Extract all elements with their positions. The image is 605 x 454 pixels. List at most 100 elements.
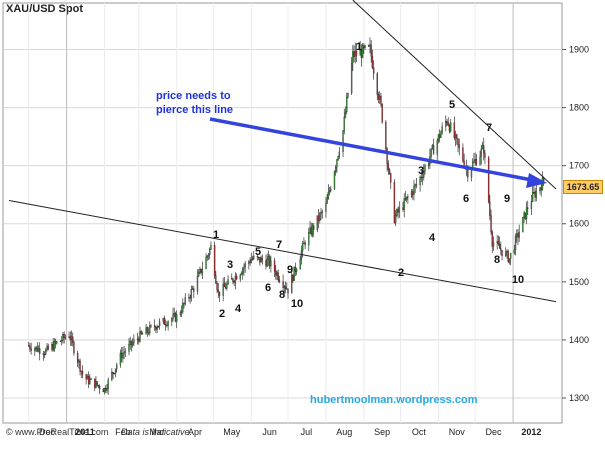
candle-body — [217, 289, 219, 292]
candle-body — [53, 341, 56, 351]
candle-body — [354, 50, 356, 57]
candle-body — [489, 201, 491, 216]
candle-body — [242, 268, 244, 274]
candle-body — [122, 353, 124, 359]
candle-body — [487, 157, 490, 202]
candle-body — [244, 263, 246, 268]
candle-body — [116, 364, 118, 369]
candle-body — [328, 190, 331, 193]
candle-body — [162, 318, 164, 322]
candle-body — [89, 379, 91, 384]
candle-body — [448, 125, 451, 132]
wave-label: 1 — [213, 229, 219, 241]
y-tick-label: 1300 — [569, 393, 589, 403]
candle-body — [30, 348, 32, 351]
candle-body — [129, 340, 131, 345]
candle-body — [473, 160, 475, 163]
candle-body — [283, 286, 286, 288]
candle-body — [54, 341, 57, 344]
candle-body — [475, 159, 478, 165]
candle-body — [386, 148, 388, 164]
candle-body — [235, 275, 238, 280]
candle-body — [113, 373, 115, 375]
candle-body — [491, 231, 493, 247]
candle-body — [223, 283, 226, 288]
plot-frame — [2, 2, 563, 424]
candle-body — [419, 176, 421, 186]
candle-body — [338, 151, 341, 157]
candle-body — [259, 256, 261, 263]
candle-body — [266, 258, 268, 267]
wave-label: 7 — [276, 239, 282, 251]
candle-body — [107, 379, 109, 390]
candle-body — [72, 336, 74, 343]
candle-body — [232, 278, 234, 282]
x-tick-label: Mar — [149, 427, 165, 437]
candle-body — [514, 236, 517, 251]
candle-body — [233, 281, 235, 283]
candle-body — [216, 283, 218, 291]
candle-body — [157, 325, 160, 328]
candle-body — [213, 245, 216, 276]
candle-body — [39, 348, 41, 354]
candle-body — [70, 336, 73, 341]
candle-body — [155, 326, 157, 330]
candle-body — [234, 275, 237, 283]
candle-body — [410, 191, 413, 197]
candle-body — [496, 241, 498, 243]
candle-body — [500, 248, 502, 251]
candle-body — [239, 274, 241, 280]
candle-body — [516, 233, 518, 237]
candle-body — [326, 198, 328, 204]
last-price-tag: 1673.65 — [563, 180, 603, 194]
candle-body — [321, 211, 323, 213]
candle-body — [420, 176, 423, 178]
candle-body — [445, 121, 447, 127]
candle-body — [176, 314, 178, 322]
wave-label: 3 — [418, 165, 424, 177]
candle-body — [337, 156, 339, 160]
candle-body — [317, 215, 320, 221]
candle-body — [47, 345, 49, 350]
x-tick-label: Feb — [115, 427, 131, 437]
candle-body — [183, 303, 185, 305]
candle-body — [319, 213, 321, 221]
candle-body — [423, 170, 425, 178]
annotation-text: price needs to pierce this line — [156, 89, 233, 117]
candle-body — [249, 261, 251, 263]
candle-body — [430, 148, 432, 157]
candle-body — [261, 257, 263, 261]
candle-body — [294, 266, 297, 272]
candle-body — [145, 327, 147, 335]
candle-body — [498, 243, 501, 249]
candle-body — [439, 134, 441, 138]
candle-body — [231, 278, 233, 280]
candle-body — [293, 266, 295, 281]
candle-body — [364, 45, 366, 48]
candle-body — [139, 331, 141, 342]
candle-body — [29, 345, 31, 349]
candle-body — [507, 250, 509, 263]
candle-body — [200, 268, 202, 274]
wave-label: 7 — [486, 122, 492, 134]
candle-body — [267, 256, 270, 260]
candle-body — [441, 126, 443, 133]
x-tick-label: Aug — [336, 427, 352, 437]
candle-body — [352, 51, 354, 64]
candle-body — [98, 385, 101, 390]
candle-body — [130, 340, 133, 346]
candle-body — [517, 233, 519, 238]
candle-body — [243, 267, 245, 270]
candle-body — [524, 212, 526, 219]
candle-body — [171, 318, 173, 322]
candle-body — [199, 268, 201, 273]
candle-body — [87, 375, 90, 384]
candle-body — [222, 283, 224, 296]
candle-body — [484, 152, 486, 158]
x-tick-label: Dec — [485, 427, 502, 437]
candle-body — [102, 388, 104, 393]
candle-body — [474, 159, 476, 161]
candle-body — [370, 44, 372, 57]
wave-labels: 1 2 3 4 5 6 7 8 9 10 1 2 3 4 5 6 7 8 9 10 — [213, 41, 524, 320]
candle-body — [303, 242, 305, 244]
